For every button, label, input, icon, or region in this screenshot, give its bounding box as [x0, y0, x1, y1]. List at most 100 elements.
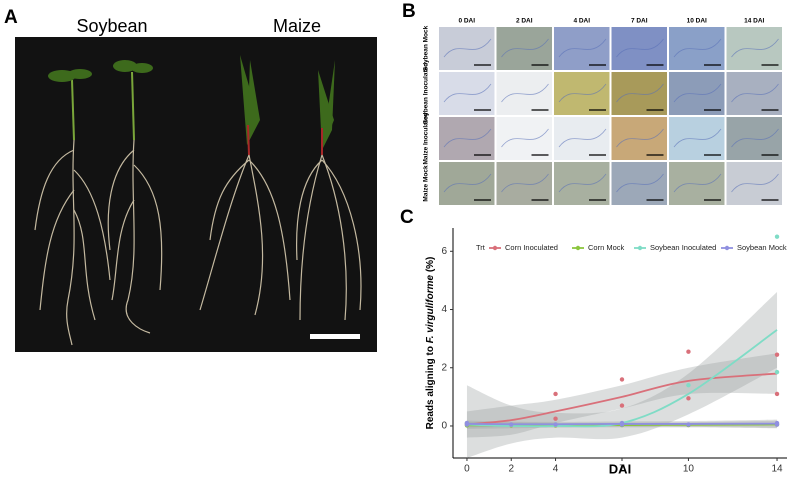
column-header: 10 DAI — [687, 18, 707, 25]
micrograph — [611, 72, 667, 115]
hypha — [673, 173, 722, 193]
y-tick-label: 0 — [441, 421, 447, 432]
column-header: 2 DAI — [516, 18, 533, 25]
x-tick-label: 10 — [683, 464, 695, 475]
hypha — [443, 83, 492, 103]
row-label: Maize Mock — [423, 165, 430, 202]
micrograph — [669, 162, 725, 205]
x-tick-label: 2 — [508, 464, 514, 475]
hypha — [558, 38, 607, 58]
hypha — [673, 83, 722, 103]
data-point — [553, 416, 558, 421]
panel-label: C — [400, 207, 414, 228]
micrograph — [496, 117, 552, 160]
data-point — [509, 422, 514, 427]
y-axis-title-part: F. virguliforme — [425, 275, 436, 344]
micrograph — [496, 72, 552, 115]
plant-label: Soybean — [76, 16, 147, 36]
legend-label: Corn Inoculated — [505, 243, 558, 252]
data-point — [686, 396, 691, 401]
panel-label: A — [4, 7, 18, 28]
hypha — [501, 38, 549, 58]
micrograph — [554, 27, 610, 70]
data-point — [774, 422, 780, 427]
x-tick-label: 14 — [771, 464, 783, 475]
column-header: 4 DAI — [573, 18, 590, 25]
data-point — [686, 349, 691, 354]
x-axis-title: DAI — [609, 461, 631, 476]
micrograph — [439, 72, 495, 115]
fit-line — [466, 372, 778, 426]
hypha — [673, 38, 722, 58]
confidence-band — [466, 353, 778, 438]
row-label: Maize Inoculated — [423, 112, 430, 164]
column-header: 14 DAI — [744, 18, 764, 25]
micrograph — [726, 162, 782, 205]
x-tick-label: 7 — [619, 464, 625, 475]
hypha — [558, 173, 607, 193]
micrograph — [669, 27, 725, 70]
y-axis-title: Reads aligning to F. virguliforme (%) — [425, 257, 436, 430]
micrograph — [611, 117, 667, 160]
hypha — [731, 38, 779, 58]
micrograph — [554, 117, 610, 160]
data-point — [619, 377, 625, 382]
row-label: Soybean Mock — [423, 25, 430, 71]
micrograph — [611, 27, 667, 70]
legend-title: Trt — [476, 243, 486, 252]
data-point — [553, 422, 558, 427]
legend-label: Soybean Inoculated — [650, 243, 716, 252]
confidence-band — [466, 292, 778, 458]
micrograph — [669, 117, 725, 160]
plant-photo — [15, 37, 377, 352]
micrograph — [496, 27, 552, 70]
data-point — [619, 422, 625, 427]
data-point — [774, 369, 780, 375]
micrograph — [611, 162, 667, 205]
hypha — [443, 38, 492, 58]
hypha — [501, 128, 549, 148]
hypha — [731, 173, 779, 193]
y-axis-title-part: (%) — [425, 257, 436, 275]
hypha — [616, 38, 664, 58]
plant-label: Maize — [273, 16, 321, 36]
panel-label: B — [402, 1, 416, 22]
micrograph — [669, 72, 725, 115]
hypha — [673, 128, 722, 148]
hypha — [558, 128, 607, 148]
legend-swatch — [492, 245, 498, 251]
hypha — [443, 173, 492, 193]
data-point — [464, 420, 470, 426]
micrograph — [726, 72, 782, 115]
legend-label: Corn Mock — [588, 243, 625, 252]
data-point — [686, 383, 691, 388]
micrograph — [439, 162, 495, 205]
y-tick-label: 4 — [441, 304, 447, 315]
data-point — [553, 391, 558, 397]
hypha — [616, 173, 664, 193]
legend-label: Soybean Mock — [737, 243, 787, 252]
hypha — [731, 128, 779, 148]
y-tick-label: 6 — [441, 246, 447, 257]
legend-swatch — [724, 245, 730, 251]
legend-swatch — [575, 245, 581, 251]
data-point — [774, 352, 780, 357]
column-header: 7 DAI — [631, 18, 648, 25]
column-header: 0 DAI — [458, 18, 475, 25]
x-tick-label: 0 — [464, 464, 470, 475]
row-label: Soybean Inoculated — [423, 63, 430, 124]
y-axis-title-part: Reads aligning to — [425, 343, 436, 429]
y-tick-label: 2 — [441, 362, 447, 373]
hypha — [731, 83, 779, 103]
data-point — [774, 234, 780, 239]
x-tick-label: 4 — [553, 464, 559, 475]
data-point — [774, 391, 780, 397]
micrograph — [439, 27, 495, 70]
micrograph — [726, 117, 782, 160]
data-point — [686, 422, 691, 427]
micrograph — [726, 27, 782, 70]
micrograph — [554, 72, 610, 115]
data-point — [619, 403, 625, 408]
hypha — [616, 83, 664, 103]
